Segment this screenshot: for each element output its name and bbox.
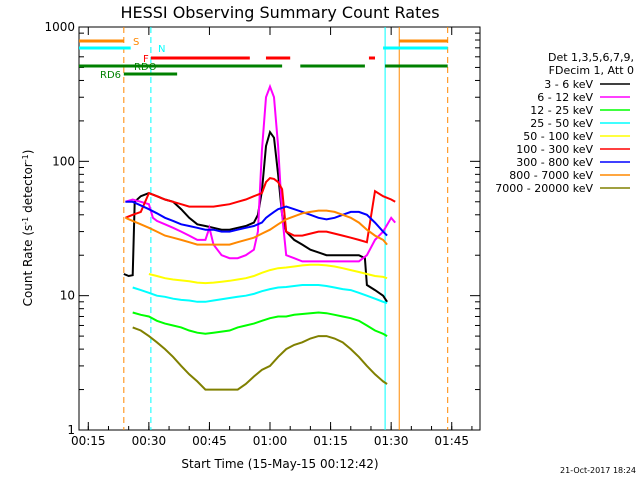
x-tick-label: 00:30	[132, 434, 167, 448]
legend-label: 6 - 12 keV	[537, 91, 593, 104]
x-tick-label: 01:15	[313, 434, 348, 448]
y-tick-label: 1000	[44, 20, 75, 34]
y-axis-label-main: Count Rate (s	[21, 225, 35, 307]
legend-header: FDecim 1, Att 0	[549, 64, 634, 77]
y-axis: 1 10 100 1000	[44, 20, 480, 437]
legend-label: 3 - 6 keV	[544, 78, 593, 91]
series-line	[132, 311, 388, 337]
y-axis-label: Count Rate (s-1 detector-1)	[21, 150, 36, 307]
y-axis-label-mid: detector	[21, 162, 35, 217]
x-axis: 00:15 00:30 00:45 01:00 01:15 01:30 01:45	[71, 27, 473, 448]
timestamp-footer: 21-Oct-2017 18:24	[560, 466, 636, 475]
x-axis-label: Start Time (15-May-15 00:12:42)	[181, 457, 378, 471]
legend-label: 50 - 100 keV	[523, 130, 593, 143]
series-line	[125, 209, 388, 246]
series-line	[125, 177, 396, 244]
legend-label: 25 - 50 keV	[530, 117, 593, 130]
series-line	[148, 263, 388, 285]
y-tick-label: 10	[60, 289, 75, 303]
flag-label: RD6	[100, 70, 121, 81]
x-tick-label: 01:45	[434, 434, 469, 448]
y-axis-label-sup2: -1	[21, 154, 30, 162]
chart-title: HESSI Observing Summary Count Rates	[120, 3, 439, 22]
legend-label: 7000 - 20000 keV	[495, 182, 593, 195]
flag-label: RDO	[134, 62, 157, 73]
y-axis-label-sup1: -1	[21, 217, 30, 225]
series-line	[125, 83, 396, 263]
legend-header: Det 1,3,5,6,7,9,	[548, 51, 634, 64]
flag-label: N	[158, 44, 165, 55]
legend-label: 12 - 25 keV	[530, 104, 593, 117]
plot-frame	[78, 26, 481, 431]
x-tick-label: 01:30	[374, 434, 409, 448]
y-tick-label: 100	[52, 154, 75, 168]
series-line	[132, 284, 388, 305]
x-tick-label: 00:15	[71, 434, 106, 448]
legend-label: 100 - 300 keV	[516, 143, 593, 156]
series-line	[132, 326, 388, 391]
flag-label: S	[133, 37, 139, 48]
legend-label: 300 - 800 keV	[516, 156, 593, 169]
y-axis-label-end: )	[21, 150, 35, 155]
legend-label: 800 - 7000 keV	[509, 169, 593, 182]
legend: Det 1,3,5,6,7,9,FDecim 1, Att 03 - 6 keV…	[495, 51, 634, 195]
flag-label: F	[143, 54, 149, 65]
x-tick-label: 00:45	[192, 434, 227, 448]
y-tick-label: 1	[67, 423, 75, 437]
series-lines	[123, 83, 396, 391]
x-tick-label: 01:00	[253, 434, 288, 448]
